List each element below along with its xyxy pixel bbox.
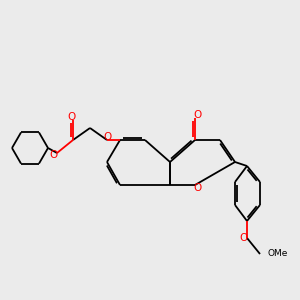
Text: OMe: OMe <box>267 250 287 259</box>
Text: O: O <box>67 112 75 122</box>
Text: O: O <box>193 183 201 193</box>
Text: O: O <box>239 233 247 243</box>
Text: O: O <box>50 150 58 160</box>
Text: O: O <box>103 132 111 142</box>
Text: O: O <box>193 110 201 120</box>
